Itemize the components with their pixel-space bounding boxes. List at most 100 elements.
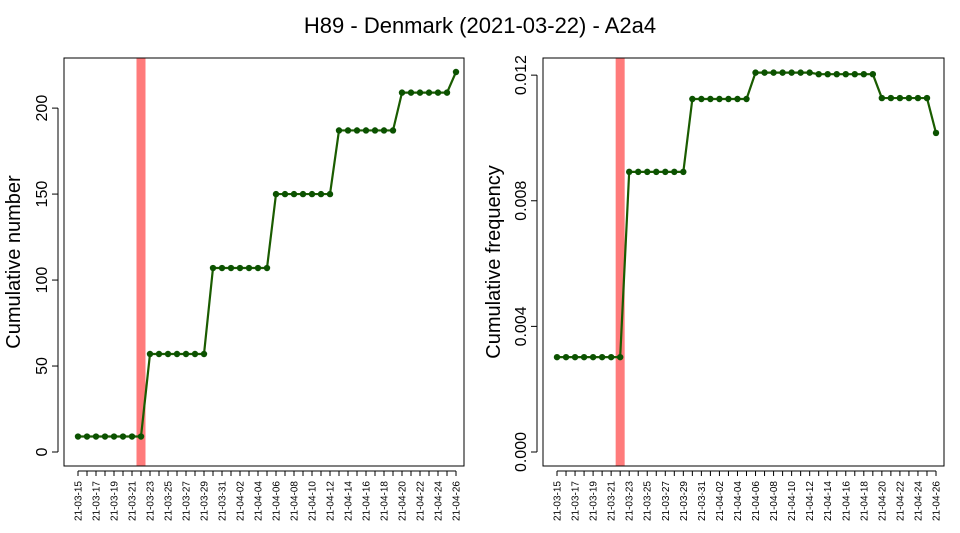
data-point — [101, 433, 109, 440]
x-tick-label: 21-03-27 — [661, 481, 672, 521]
y-tick-label: 200 — [34, 95, 51, 122]
x-tick-label: 21-03-15 — [74, 481, 85, 521]
data-point — [734, 95, 741, 103]
data-point — [887, 94, 895, 102]
data-point — [200, 350, 208, 358]
x-tick-label: 21-04-26 — [452, 481, 463, 521]
data-point — [625, 168, 633, 176]
data-point — [344, 127, 352, 134]
x-tick-label: 21-03-17 — [571, 481, 582, 521]
data-point — [680, 168, 687, 176]
x-tick-label: 21-04-24 — [913, 481, 924, 521]
x-tick-label: 21-04-12 — [805, 481, 816, 521]
data-point — [725, 95, 732, 103]
x-tick-label: 21-04-04 — [254, 481, 265, 521]
data-point — [616, 353, 624, 361]
data-point — [860, 70, 868, 78]
x-tick-label: 21-03-29 — [679, 481, 690, 521]
data-point — [752, 69, 759, 76]
data-point — [914, 94, 922, 102]
x-tick-label: 21-03-25 — [643, 481, 654, 521]
data-point — [806, 69, 813, 76]
x-tick-label: 21-04-08 — [290, 481, 301, 521]
x-tick-label: 21-04-06 — [272, 481, 283, 521]
data-point — [896, 94, 904, 102]
data-point — [209, 264, 217, 272]
data-point — [407, 89, 415, 96]
data-point — [245, 264, 253, 272]
data-point — [842, 70, 849, 78]
data-point — [851, 70, 858, 78]
data-point — [562, 353, 570, 361]
data-point — [607, 353, 615, 361]
data-point — [707, 95, 714, 103]
y-tick-label: 150 — [34, 181, 51, 208]
x-tick-label: 21-03-29 — [200, 481, 211, 521]
data-point — [128, 433, 136, 440]
data-point — [580, 353, 588, 361]
x-tick-label: 21-03-27 — [182, 481, 193, 521]
x-tick-label: 21-04-02 — [715, 481, 726, 521]
data-point — [662, 168, 669, 176]
data-point — [869, 70, 877, 78]
data-point — [380, 127, 388, 134]
data-point — [788, 69, 795, 76]
data-point — [815, 70, 822, 78]
data-point — [119, 433, 127, 440]
x-tick-label: 21-03-19 — [589, 481, 600, 521]
data-point — [797, 69, 804, 76]
y-tick-label: 0.012 — [513, 55, 530, 95]
data-point — [389, 127, 397, 134]
plot-frame — [542, 57, 945, 467]
data-point — [263, 264, 271, 272]
cumulative-frequency-panel: 0.000 0.004 0.008 0.012 Cumulative frequency… — [483, 55, 945, 521]
data-point — [254, 264, 262, 272]
data-point — [281, 190, 289, 198]
x-tick-label: 21-03-31 — [218, 481, 229, 521]
x-tick-label: 21-04-22 — [895, 481, 906, 521]
data-point — [290, 190, 298, 198]
x-tick-label: 21-04-12 — [326, 481, 337, 521]
x-tick-label: 21-03-31 — [697, 481, 708, 521]
data-point — [110, 433, 118, 440]
x-tick-label: 21-03-21 — [128, 481, 139, 521]
data-point — [191, 350, 199, 358]
x-tick-label: 21-03-23 — [625, 481, 636, 521]
data-point — [308, 190, 316, 198]
data-point — [689, 95, 696, 103]
data-point — [878, 94, 886, 102]
y-axis-label: Cumulative number — [3, 175, 25, 349]
data-point — [218, 264, 226, 272]
data-point — [833, 70, 840, 78]
x-tick-label: 21-04-16 — [362, 481, 373, 521]
x-tick-label: 21-04-10 — [787, 481, 798, 521]
data-point — [671, 168, 678, 176]
data-point — [353, 127, 361, 134]
data-point — [598, 353, 606, 361]
x-tick-label: 21-04-02 — [236, 481, 247, 521]
data-point — [571, 353, 579, 361]
data-point — [335, 127, 343, 134]
data-point — [716, 95, 723, 103]
data-point — [272, 190, 280, 198]
data-point — [182, 350, 190, 358]
x-tick-label: 21-03-19 — [110, 481, 121, 521]
data-point — [635, 168, 642, 176]
y-tick-label: 100 — [34, 267, 51, 294]
data-point — [644, 168, 651, 176]
data-point — [155, 350, 163, 358]
x-tick-label: 21-04-14 — [823, 481, 834, 521]
x-tick-label: 21-04-18 — [859, 481, 870, 521]
y-tick-label: 0 — [34, 447, 51, 456]
x-tick-label: 21-04-14 — [344, 481, 355, 521]
data-point — [761, 69, 768, 76]
data-point — [425, 89, 433, 96]
data-point — [74, 433, 82, 440]
data-point — [443, 89, 451, 96]
cumulative-number-panel: 0 50 100 150 200 Cumulative number 21-03-15 21-… — [3, 57, 465, 521]
data-point — [299, 190, 307, 198]
event-marker — [615, 58, 625, 466]
data-point — [779, 69, 786, 76]
data-point — [824, 70, 831, 78]
